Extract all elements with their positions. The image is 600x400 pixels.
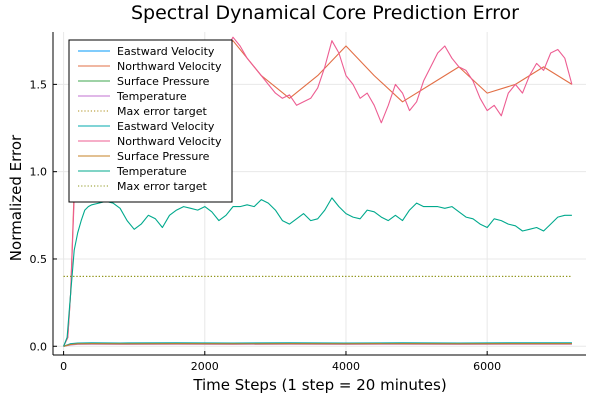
y-axis-label: Normalized Error (7, 134, 25, 261)
chart-title: Spectral Dynamical Core Prediction Error (131, 2, 519, 24)
series-line-8 (63, 197, 572, 347)
y-tick-label-2: 1.0 (30, 166, 48, 179)
series-line-7 (63, 343, 572, 347)
legend-label-7: Surface Pressure (117, 150, 210, 163)
x-tick-label-1: 2000 (191, 360, 219, 373)
legend-label-6: Northward Velocity (117, 135, 222, 148)
series-line-5 (63, 342, 572, 347)
legend-label-5: Eastward Velocity (117, 120, 215, 133)
legend-box (68, 39, 233, 203)
legend-label-1: Northward Velocity (117, 60, 222, 73)
y-tick-label-0: 0.0 (30, 340, 48, 353)
y-tick-label-3: 1.5 (30, 78, 48, 91)
legend-label-8: Temperature (116, 165, 187, 178)
x-axis-label: Time Steps (1 step = 20 minutes) (192, 376, 446, 394)
legend-label-3: Temperature (116, 90, 187, 103)
plot-frame (52, 32, 586, 356)
legend-label-0: Eastward Velocity (117, 45, 215, 58)
legend-label-2: Surface Pressure (117, 75, 210, 88)
legend-label-4: Max error target (117, 105, 207, 118)
x-tick-label-3: 6000 (473, 360, 501, 373)
x-tick-label-0: 0 (60, 360, 67, 373)
y-tick-label-1: 0.5 (30, 253, 48, 266)
legend-label-9: Max error target (117, 180, 207, 193)
tick-labels: 0 2000 4000 6000 0.0 0.5 1.0 1.5 (30, 78, 502, 373)
legend: Eastward Velocity Northward Velocity Surfa… (68, 39, 233, 203)
x-tick-label-2: 4000 (332, 360, 360, 373)
